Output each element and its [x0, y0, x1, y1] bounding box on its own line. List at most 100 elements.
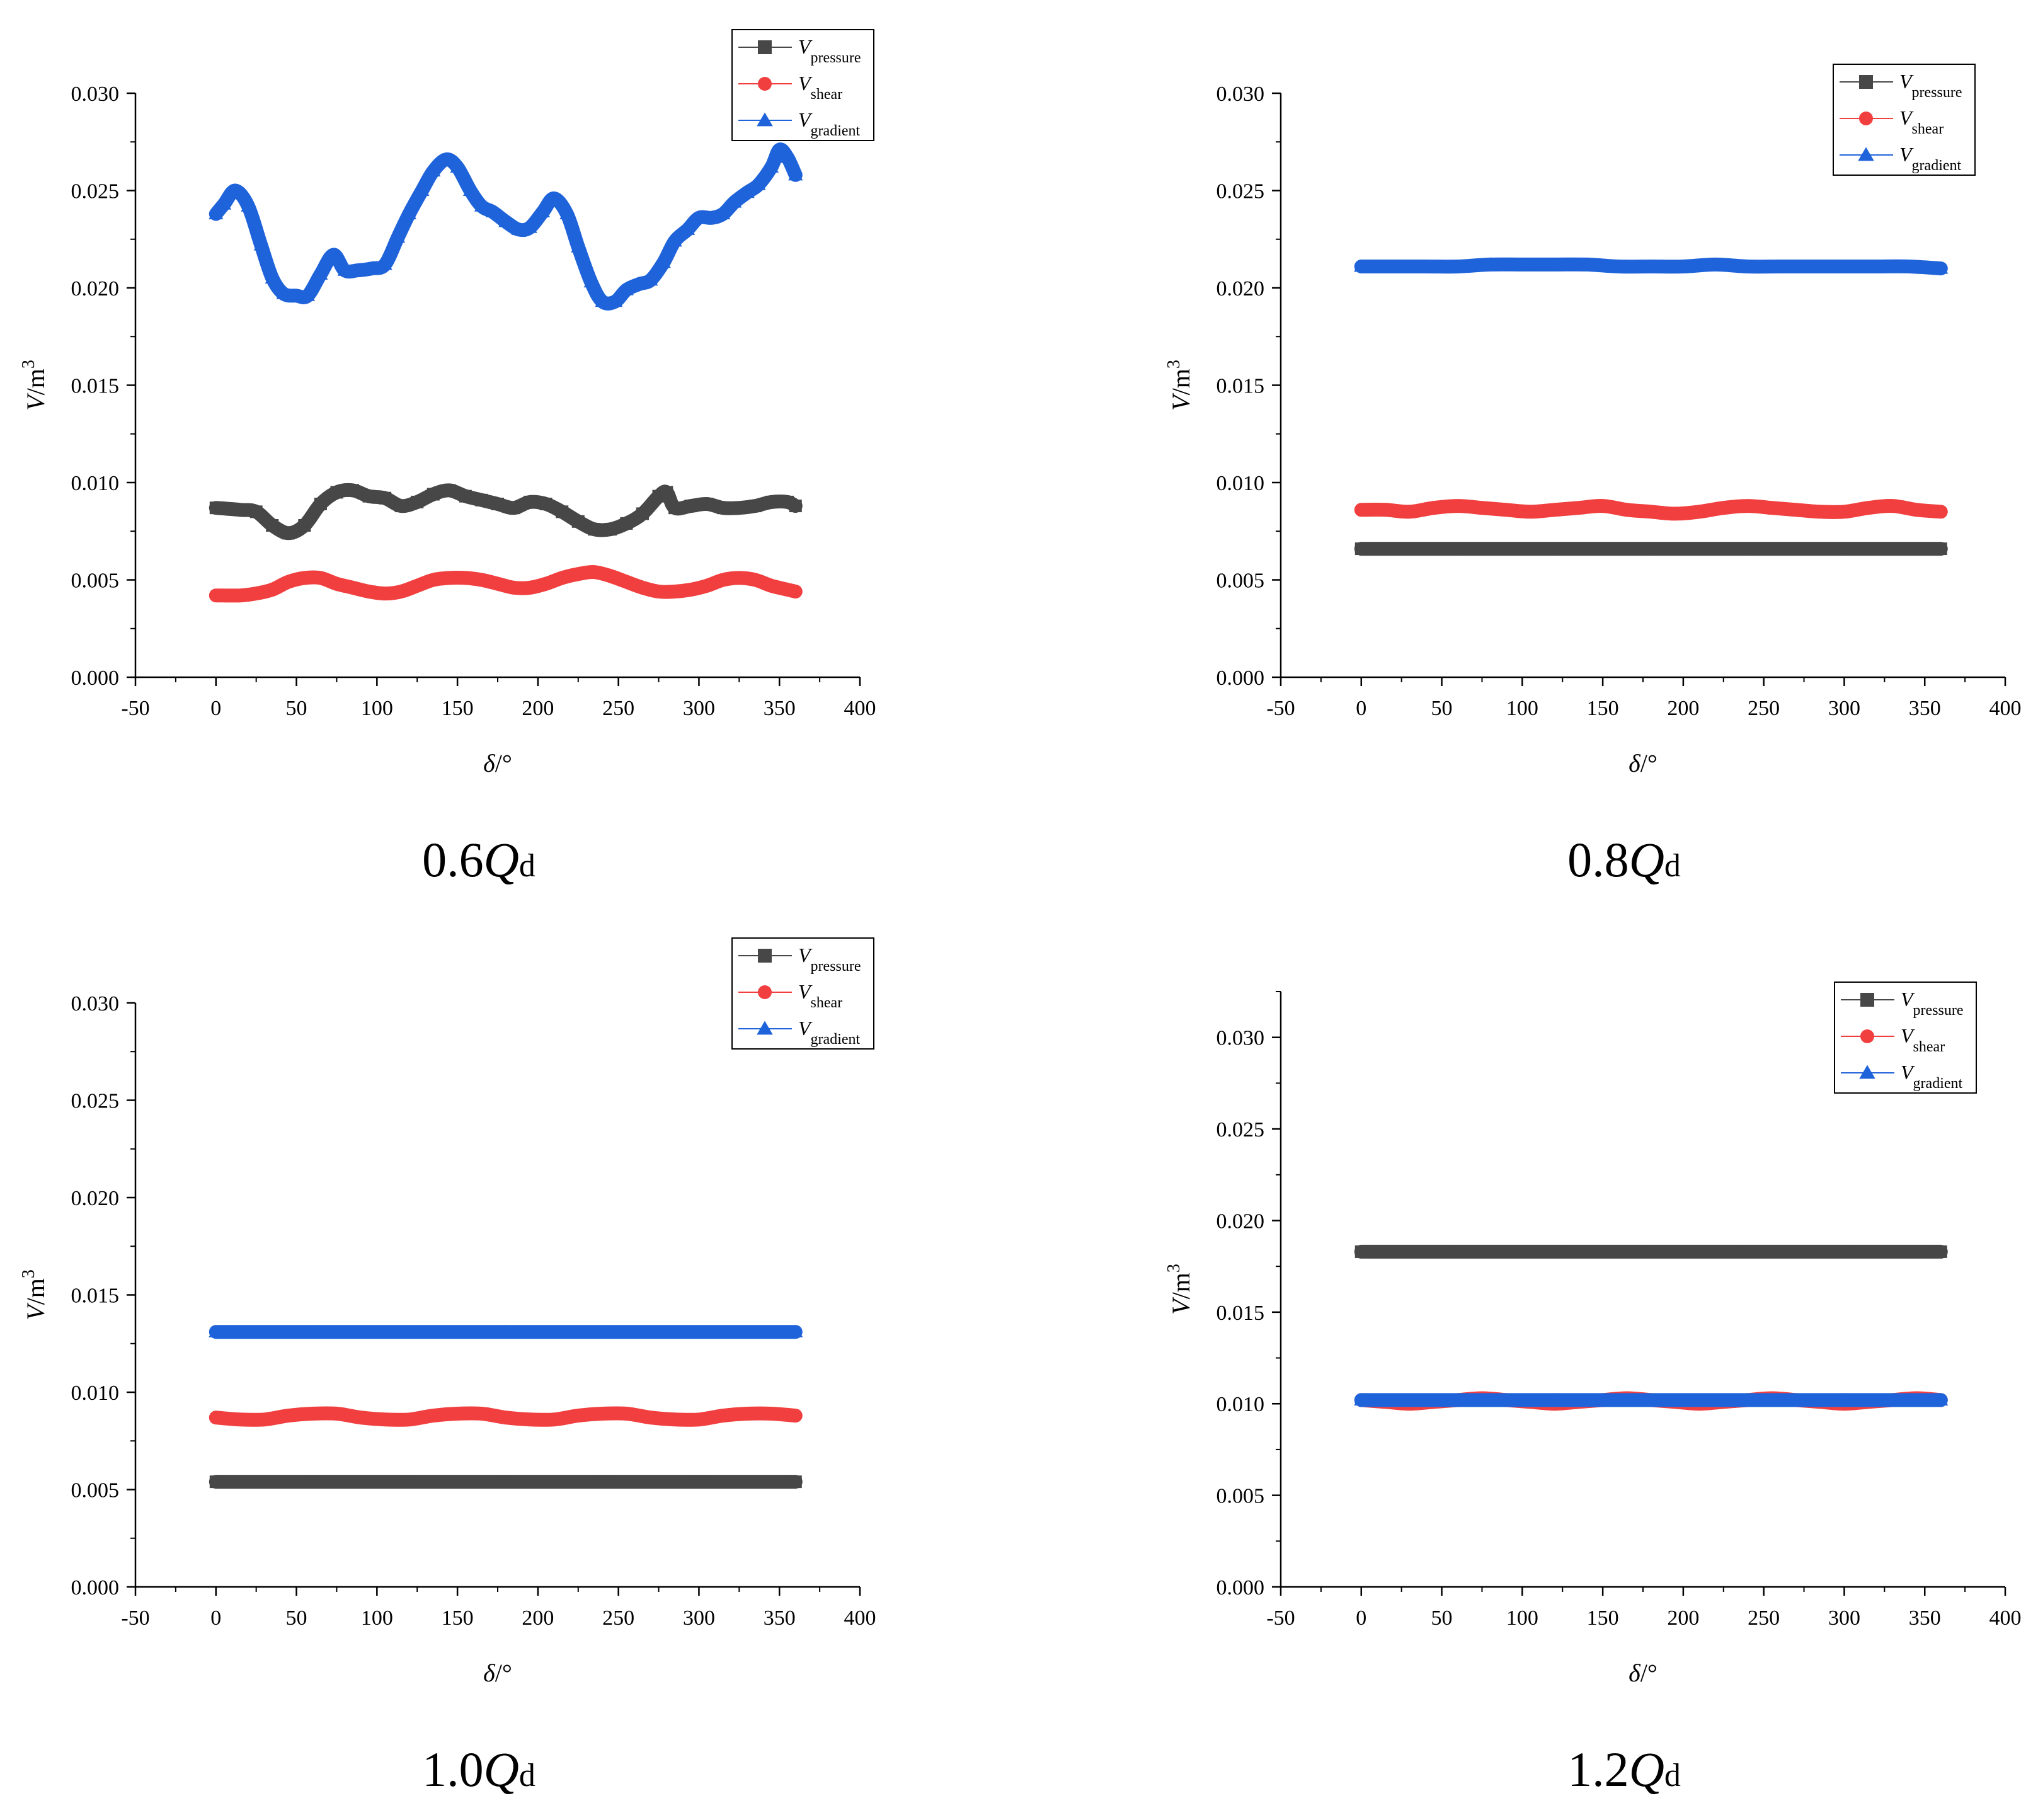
data-point-pressure: [571, 515, 585, 528]
data-point-shear: [330, 577, 343, 590]
data-point-pressure: [1451, 1245, 1465, 1258]
y-tick-label: 0.000: [71, 1576, 120, 1600]
data-point-shear: [1620, 503, 1634, 517]
y-tick-label: 0.000: [1217, 1576, 1265, 1600]
x-tick-label: 50: [1431, 697, 1453, 720]
y-axis-unit: /m: [1167, 369, 1195, 395]
x-axis-label: δ/°: [483, 1659, 512, 1687]
x-tick-label: 0: [210, 697, 221, 720]
caption-q: Q: [483, 1742, 519, 1797]
data-point-pressure: [209, 1475, 222, 1489]
plot-area: [1354, 257, 1949, 556]
series-pressure: [209, 1475, 803, 1489]
legend-subscript: gradient: [811, 1031, 861, 1048]
legend-marker-shear: [758, 77, 772, 91]
legend-symbol: V: [798, 944, 813, 966]
data-point-gradient: [1676, 259, 1691, 272]
data-point-shear: [1427, 501, 1440, 515]
caption-q: Q: [1629, 1742, 1664, 1797]
data-point-pressure: [668, 501, 682, 515]
data-point-pressure: [1644, 1245, 1657, 1258]
data-point-shear: [684, 583, 697, 596]
data-point-pressure: [499, 1475, 512, 1489]
data-point-pressure: [1644, 542, 1657, 556]
data-point-shear: [692, 1413, 706, 1426]
data-point-shear: [330, 1407, 343, 1420]
series-pressure: [209, 483, 803, 541]
y-tick-label: 0.015: [71, 375, 120, 398]
data-point-shear: [716, 1409, 730, 1422]
data-point-pressure: [491, 497, 504, 510]
y-tick-label: 0.030: [1217, 1027, 1265, 1050]
legend-label-gradient: Vgradient: [1899, 143, 1962, 174]
data-point-shear: [596, 1407, 609, 1420]
data-point-shear: [1814, 505, 1827, 518]
data-point-shear: [282, 1409, 295, 1422]
data-point-shear: [1524, 505, 1537, 518]
data-point-pressure: [1934, 1245, 1947, 1258]
x-tick-label: 50: [286, 1606, 307, 1630]
series-gradient: [1354, 257, 1949, 276]
data-point-pressure: [660, 486, 673, 499]
y-tick-label: 0.010: [71, 472, 120, 495]
axes: -50 0 50 100 150 200 250 300 350 400 0.000 0.005 0.0…: [19, 83, 876, 777]
data-point-gradient: [1450, 1393, 1465, 1405]
data-point-gradient: [595, 294, 610, 307]
data-point-gradient: [788, 1324, 803, 1337]
data-point-gradient: [716, 207, 731, 220]
data-point-shear: [620, 1407, 633, 1420]
series-shear: [209, 565, 803, 603]
data-point-pressure: [789, 1475, 802, 1489]
data-point-shear: [1789, 503, 1802, 517]
data-point-pressure: [1354, 1245, 1368, 1258]
caption-sub: d: [1664, 1758, 1681, 1794]
data-point-shear: [1475, 501, 1489, 515]
data-point-gradient: [1901, 259, 1916, 272]
data-point-gradient: [1933, 1393, 1949, 1405]
data-point-pressure: [443, 484, 456, 497]
data-point-shear: [1765, 501, 1778, 515]
chart-panel-0.6qd: -50 0 50 100 150 200 250 300 350 400 0.000 0.005 0.0…: [0, 0, 1019, 910]
data-point-shear: [789, 1409, 802, 1422]
data-point-pressure: [596, 1475, 609, 1489]
data-point-shear: [298, 571, 311, 585]
data-point-shear: [652, 585, 665, 598]
legend-marker-shear: [1859, 112, 1873, 125]
data-point-pressure: [765, 495, 778, 508]
data-point-gradient: [300, 288, 316, 301]
data-point-shear: [1934, 505, 1947, 518]
x-tick-label: 250: [1748, 697, 1780, 720]
x-tick-label: 100: [361, 697, 393, 720]
y-tick-label: 0.020: [1217, 1210, 1265, 1233]
data-point-gradient: [377, 257, 392, 270]
data-point-gradient: [1418, 259, 1433, 272]
data-point-pressure: [459, 489, 472, 503]
data-point-pressure: [716, 501, 730, 515]
data-point-pressure: [524, 495, 537, 508]
data-point-shear: [394, 585, 408, 598]
data-point-gradient: [772, 142, 787, 156]
y-tick-label: 0.020: [1217, 277, 1265, 300]
caption-prefix: 0.8: [1567, 832, 1629, 887]
caption-prefix: 1.2: [1567, 1742, 1629, 1797]
y-axis-label: V/m3: [1164, 1264, 1195, 1315]
series-gradient: [209, 142, 803, 311]
x-tick-label: 300: [1828, 1606, 1860, 1630]
y-axis-label: V/m3: [19, 1269, 50, 1320]
data-point-gradient: [1708, 257, 1723, 270]
y-axis-label: V/m3: [1164, 360, 1195, 411]
legend-symbol: V: [798, 980, 813, 1003]
legend-marker-pressure: [1860, 993, 1874, 1007]
chart-panel-1.2qd: -50 0 50 100 150 200 250 300 350 400 0.000 0.005 0.0…: [1145, 910, 2038, 1819]
data-point-gradient: [788, 168, 803, 181]
data-point-pressure: [411, 495, 424, 508]
data-point-gradient: [667, 234, 682, 247]
data-point-gradient: [289, 288, 304, 301]
data-point-pressure: [330, 486, 343, 499]
data-point-shear: [475, 573, 488, 587]
data-point-gradient: [1836, 1393, 1852, 1405]
x-axis-unit: /°: [1640, 749, 1657, 777]
x-tick-label: 200: [522, 1606, 554, 1630]
y-tick-label: 0.030: [1217, 83, 1265, 106]
plot-area: [209, 142, 803, 603]
